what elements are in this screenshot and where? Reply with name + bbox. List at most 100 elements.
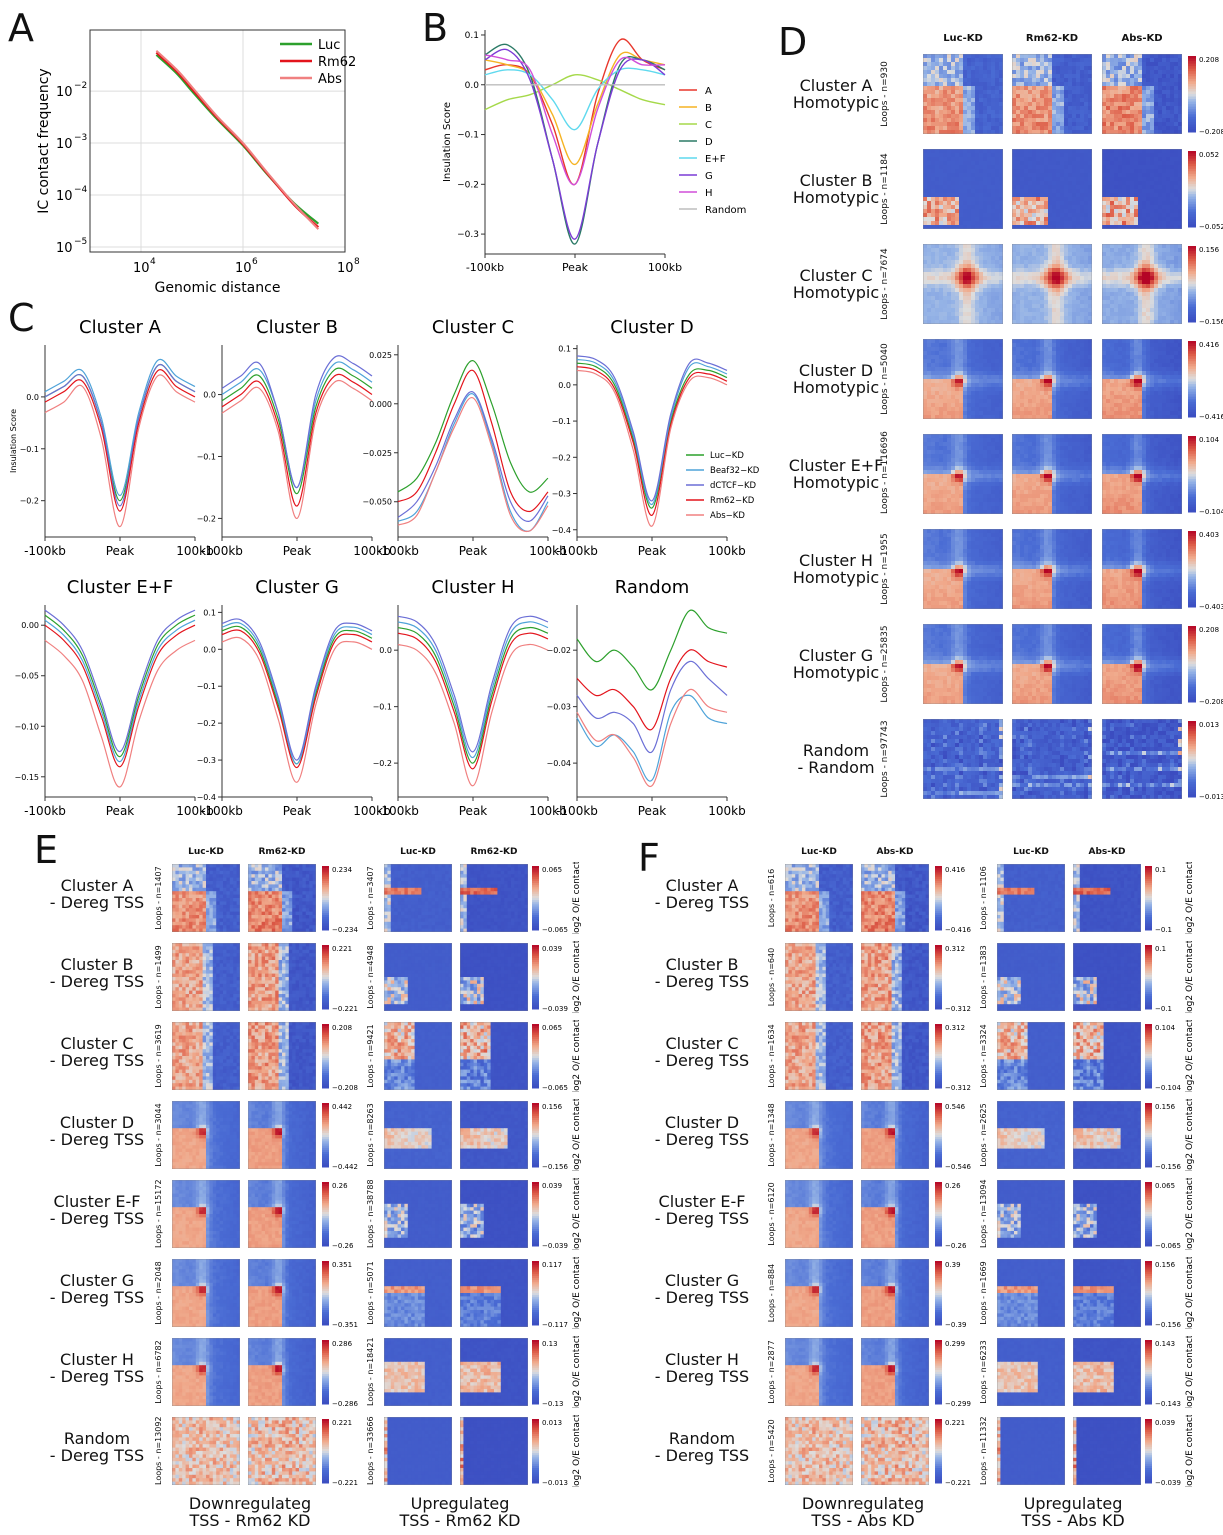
heatmap-cell [1072,264,1077,269]
heatmap-cell [1106,169,1111,174]
heatmap-cell [927,86,932,91]
heatmap-cell [1110,359,1115,364]
series-line-abs [155,49,320,230]
heatmap-cell [1032,288,1037,293]
heatmap-cell [1016,90,1021,95]
heatmap-cell [1106,118,1111,123]
heatmap-cell [1178,288,1182,293]
heatmap-cell [1106,320,1111,324]
heatmap-cell [1178,359,1182,364]
heatmap-cell [1068,248,1073,253]
heatmap-cell [1064,94,1069,99]
heatmap-rm62-kd [1012,244,1092,324]
heatmap-cell [1102,122,1107,127]
heatmap-cell [967,308,972,313]
heatmap-cell [963,86,968,91]
heatmap-cell [959,213,964,218]
heatmap-cell [1146,304,1151,309]
heatmap-cell [1166,367,1171,372]
heatmap-cell [1064,70,1069,75]
heatmap-cell [1012,197,1017,202]
heatmap-cell [1056,173,1061,178]
series-line [221,636,373,783]
heatmap-cell [1110,284,1115,289]
heatmap-cell [983,86,988,91]
heatmap-cell [983,355,988,360]
heatmap-cell [1138,185,1143,190]
heatmap-cell [1154,110,1159,115]
heatmap-cell [927,415,932,419]
heatmap-cell [923,110,928,115]
heatmap-cell [1158,308,1163,313]
heatmap-cell [983,153,988,158]
heatmap-cell [1040,252,1045,257]
heatmap-cell [1106,209,1111,214]
heatmap-cell [923,411,928,416]
heatmap-cell [1150,86,1155,91]
heatmap-cell [1016,268,1021,273]
heatmap-cell [1146,367,1151,372]
heatmap-cell [1084,54,1089,59]
heatmap-cell [1036,66,1041,71]
heatmap-cell [1122,110,1127,115]
heatmap-cell [1032,320,1037,324]
heatmap-cell [923,201,928,206]
heatmap-cell [951,363,956,368]
heatmap-cell [991,213,996,218]
heatmap-cell [943,58,948,63]
heatmap-cell [991,185,996,190]
heatmap-cell [939,316,944,321]
heatmap-cell [923,272,928,277]
heatmap-cell [1170,244,1175,249]
series-line [221,355,373,489]
heatmap-cell [1174,185,1179,190]
heatmap-cell [1032,395,1037,400]
heatmap-cell [1170,312,1175,317]
heatmap-cell [1036,54,1041,59]
heatmap-cell [927,292,932,297]
heatmap-cell [967,256,972,261]
heatmap-cell [1158,114,1163,119]
heatmap-cell [955,276,960,281]
heatmap-cell [967,209,972,214]
heatmap-cell [939,82,944,87]
heatmap-cell [975,54,980,59]
colorbar-step [1188,78,1196,82]
heatmap-cell [987,411,992,416]
heatmap-cell [1072,292,1077,297]
heatmap-cell [943,351,948,356]
heatmap-cell [1012,411,1017,416]
heatmap-cell [991,347,996,352]
heatmap-cell [1084,339,1089,344]
heatmap-cell [1056,415,1061,419]
heatmap-cell [1088,90,1092,95]
heatmap-cell [1110,102,1115,107]
heatmap-cell [1138,339,1143,344]
heatmap-cell [947,205,952,210]
heatmap-cell [1166,363,1171,368]
heatmap-cell [1056,149,1061,154]
heatmap-cell [1130,213,1135,218]
heatmap-cell [935,122,940,127]
heatmap-cell [1088,296,1092,301]
heatmap-cell [947,126,952,131]
colorbar-step [1188,81,1196,85]
heatmap-cell [1064,260,1069,265]
heatmap-cell [1138,157,1143,162]
heatmap-cell [1158,248,1163,253]
heatmap-cell [1088,264,1092,269]
heatmap-cell [1134,284,1139,289]
heatmap-cell [1122,367,1127,372]
heatmap-cell [995,351,1000,356]
heatmap-cell [971,312,976,317]
heatmap-cell [1158,347,1163,352]
series-line [44,619,196,763]
heatmap-cell [947,308,952,313]
y-axis-label: Insulation Score [9,409,18,473]
heatmap-cell [959,411,964,416]
heatmap-cell [975,102,980,107]
heatmap-cell [927,122,932,127]
heatmap-cell [959,316,964,321]
heatmap-cell [1064,343,1069,348]
heatmap-cell [1056,110,1061,115]
